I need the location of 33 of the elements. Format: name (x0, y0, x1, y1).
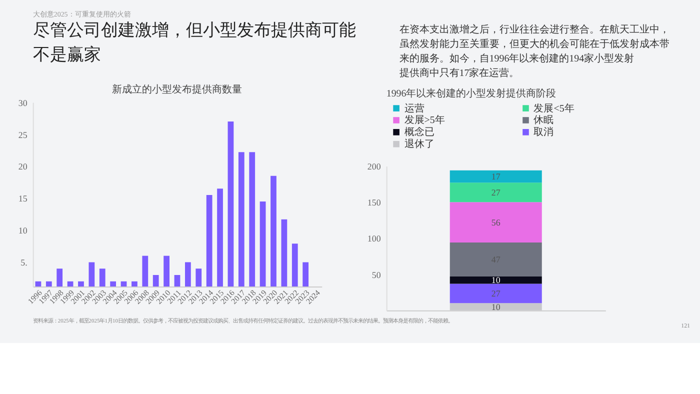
bar (450, 182, 542, 202)
y-tick-label: 20 (18, 162, 28, 172)
bar (450, 242, 542, 276)
legend-label: 休眠 (534, 115, 554, 126)
y-tick-label: 30 (18, 98, 28, 108)
legend-label: 发展<5年 (534, 102, 574, 114)
y-tick-label: 100 (367, 234, 382, 244)
data-label: 17 (491, 171, 501, 182)
legend-label: 退休了 (404, 138, 434, 150)
legend-label: 概念已 (404, 126, 434, 138)
text: 在资本支出激增之后，行业往往会进行整合。在航天工业中，虽然发射能力至关重要，但更大的机会可能在于低发射成本带来的服务。如今，自1996年以来创建的194家小型发射提供商中只有17家在运营。 (399, 24, 670, 79)
bar (450, 276, 542, 284)
data-label: 27 (491, 187, 501, 198)
data-label: 27 (491, 288, 501, 298)
bar (450, 202, 542, 243)
y-tick-label: 200 (367, 162, 382, 172)
y-tick-label: 15 (18, 194, 28, 204)
y-tick-label: 25 (18, 130, 28, 140)
data-label: 10 (491, 275, 501, 286)
legend-label: 运营 (404, 102, 424, 114)
text: 尽管公司创建激增，但小型发布提供商可能不是赢家 (32, 20, 356, 64)
bar (450, 170, 542, 183)
data-label: 10 (491, 302, 501, 312)
legend-label: 发展>5年 (404, 114, 445, 126)
y-tick-label: 10 (18, 226, 28, 236)
legend-label: 取消 (534, 126, 554, 138)
y-tick-label: 150 (367, 198, 382, 208)
bar (450, 284, 542, 304)
y-tick-label: 5. (20, 258, 28, 268)
chart-title: 1996年以来创建的小型发射提供商阶段 (386, 87, 556, 100)
data-label: 56 (491, 217, 501, 228)
chart-title: 新成立的小型发布提供商数量 (112, 83, 242, 96)
y-tick-label: 50 (372, 270, 382, 280)
